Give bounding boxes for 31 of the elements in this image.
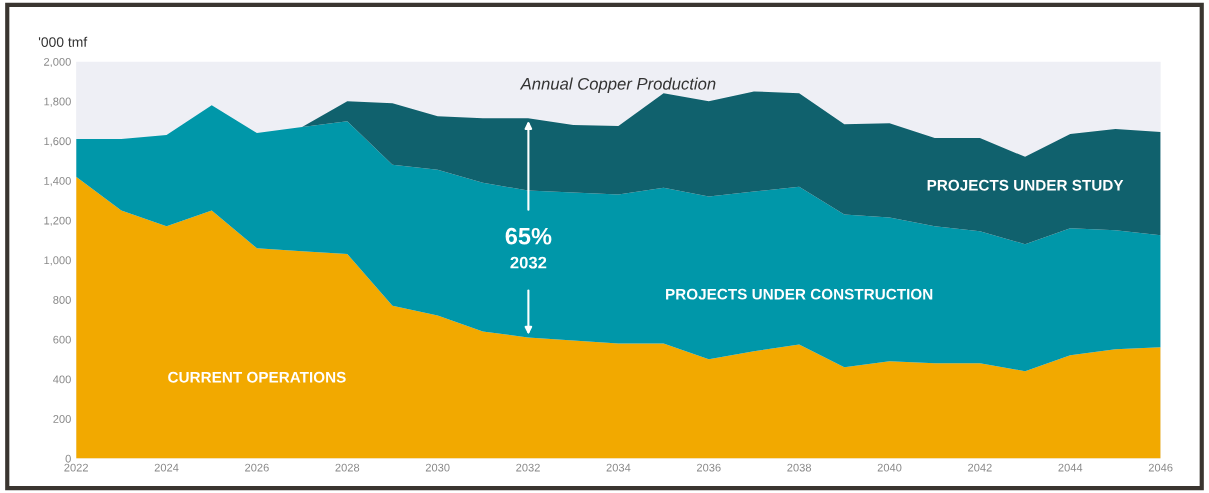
series-label: PROJECTS UNDER STUDY [927,179,1124,191]
annotation: 65% [505,227,552,245]
x-tick-label: 2032 [516,463,540,472]
y-tick-label: 0 [65,454,71,463]
x-tick-label: 2044 [1058,463,1083,472]
x-tick-label: 2028 [335,463,360,472]
y-tick-label: 1,200 [44,216,71,226]
x-tick-label: 2046 [1148,463,1173,472]
y-tick-label: 800 [53,296,71,304]
series-label: CURRENT OPERATIONS [168,371,346,383]
x-tick-label: 2036 [696,463,721,472]
x-tick-label: 2026 [245,463,269,472]
y-tick-label: 1,600 [44,137,71,147]
y-tick-label: 1,000 [44,256,71,266]
x-tick-label: 2034 [606,463,631,472]
x-tick-label: 2024 [154,463,179,472]
text: Annual Copper Production [519,77,716,94]
x-tick-label: 2022 [64,463,88,472]
x-tick-label: 2042 [968,463,992,472]
series-label: PROJECTS UNDER CONSTRUCTION [666,288,933,300]
annotation: 2032 [510,256,547,269]
y-tick-label: 1,400 [44,176,71,187]
x-tick-label: 2030 [425,463,450,472]
x-tick-label: 2038 [787,463,812,472]
x-tick-label: 2040 [877,463,902,472]
y-tick-label: 400 [53,375,71,384]
y-tick-label: 1,800 [44,97,71,107]
y-tick-label: 200 [53,415,71,423]
y-tick-label: 2,000 [44,57,71,68]
y-axis-title: '000 tmf [38,36,88,47]
y-tick-label: 600 [53,335,71,344]
